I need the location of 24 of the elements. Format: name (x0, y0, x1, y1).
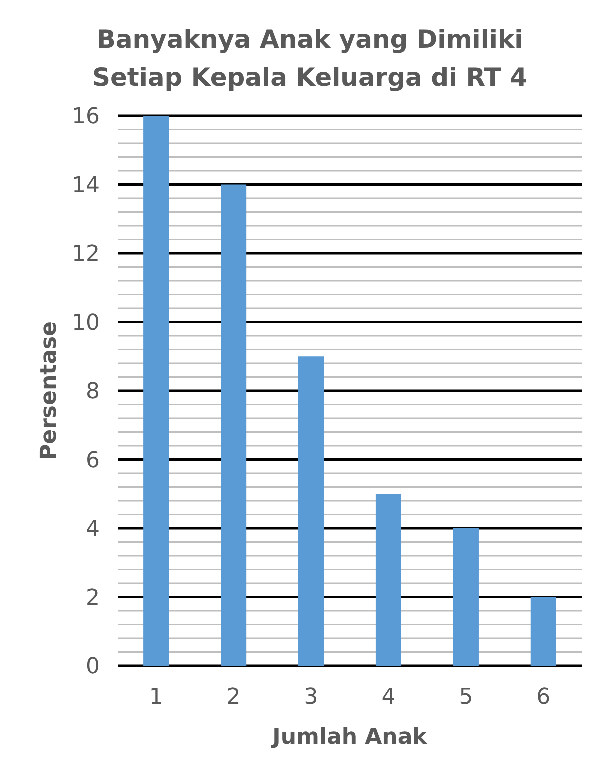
bar (298, 356, 324, 666)
y-tick-label: 14 (72, 173, 100, 198)
y-tick-label: 10 (72, 310, 100, 336)
bar (144, 116, 170, 666)
y-tick-label: 4 (86, 517, 100, 542)
x-tick-label: 3 (304, 685, 318, 710)
y-axis-title: Persentase (37, 322, 62, 460)
bar (376, 494, 402, 666)
chart-title: Banyaknya Anak yang Dimiliki Setiap Kepala Keluarga di RT 4 (92, 25, 528, 92)
y-tick-label: 12 (72, 242, 100, 268)
x-tick-label: 1 (149, 685, 164, 710)
y-tick-label: 0 (86, 654, 100, 680)
x-tick-label: 2 (226, 685, 241, 710)
bar (221, 184, 247, 666)
y-tick-label: 6 (86, 448, 100, 474)
x-axis-title: Jumlah Anak (270, 725, 429, 750)
y-tick-label: 16 (72, 104, 100, 130)
y-tick-label: 8 (86, 380, 100, 405)
x-tick-label: 6 (536, 685, 551, 710)
x-tick-label: 5 (459, 685, 474, 710)
bar (453, 528, 479, 666)
bar (530, 597, 556, 666)
y-tick-label: 2 (86, 586, 100, 611)
x-tick-label: 4 (382, 685, 396, 710)
